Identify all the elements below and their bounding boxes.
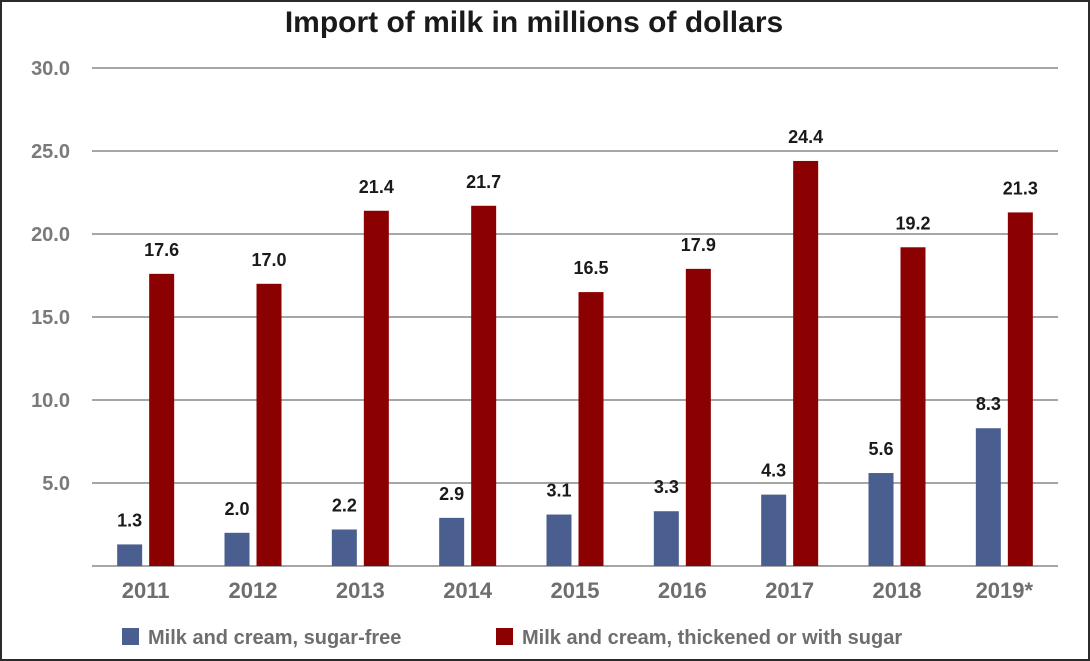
data-label-with-sugar-2014: 21.7 bbox=[466, 172, 501, 192]
y-tick-label: 5.0 bbox=[42, 473, 70, 495]
y-tick-label: 15.0 bbox=[31, 307, 70, 329]
bar-with-sugar-2013 bbox=[363, 210, 389, 566]
bar-sugar-free-2015 bbox=[546, 514, 572, 566]
x-tick-label: 2011 bbox=[122, 578, 170, 603]
data-label-with-sugar-2016: 17.9 bbox=[681, 235, 716, 255]
bar-with-sugar-2017 bbox=[793, 160, 819, 566]
data-label-sugar-free-2015: 3.1 bbox=[546, 481, 571, 501]
y-tick-label: 10.0 bbox=[31, 390, 70, 412]
data-labels: 1.3 17.6 2.0 17.0 2.2 21.4 2.9 21.7 3.1 16.5 3.3 17… bbox=[117, 127, 1038, 530]
data-label-with-sugar-2018: 19.2 bbox=[895, 213, 930, 233]
legend-swatch-with-sugar bbox=[496, 628, 513, 645]
data-label-with-sugar-2019: 21.3 bbox=[1003, 178, 1038, 198]
bar-sugar-free-2011 bbox=[117, 544, 143, 566]
y-axis-ticks: 30.0 25.0 20.0 15.0 10.0 5.0 bbox=[31, 58, 70, 495]
bar-sugar-free-2014 bbox=[439, 517, 465, 566]
bar-sugar-free-2017 bbox=[761, 494, 787, 566]
y-tick-label: 25.0 bbox=[31, 141, 70, 163]
chart-title: Import of milk in millions of dollars bbox=[285, 6, 783, 39]
bar-sugar-free-2012 bbox=[224, 532, 250, 566]
bar-sugar-free-2016 bbox=[653, 511, 679, 566]
legend: Milk and cream, sugar-free Milk and crea… bbox=[122, 627, 902, 649]
y-tick-label: 20.0 bbox=[31, 224, 70, 246]
data-label-sugar-free-2011: 1.3 bbox=[117, 510, 142, 530]
data-label-with-sugar-2015: 16.5 bbox=[573, 258, 608, 278]
data-label-sugar-free-2019: 8.3 bbox=[976, 394, 1001, 414]
x-tick-label: 2017 bbox=[765, 578, 814, 603]
bar-with-sugar-2018 bbox=[900, 247, 926, 566]
data-label-sugar-free-2016: 3.3 bbox=[654, 477, 679, 497]
x-tick-label: 2013 bbox=[336, 578, 385, 603]
legend-label-sugar-free: Milk and cream, sugar-free bbox=[148, 627, 401, 649]
data-label-with-sugar-2013: 21.4 bbox=[359, 177, 394, 197]
data-label-sugar-free-2014: 2.9 bbox=[439, 484, 464, 504]
data-label-sugar-free-2018: 5.6 bbox=[868, 439, 893, 459]
gridlines bbox=[92, 67, 1058, 567]
data-label-with-sugar-2012: 17.0 bbox=[251, 250, 286, 270]
legend-label-with-sugar: Milk and cream, thickened or with sugar bbox=[522, 627, 902, 649]
x-tick-label: 2016 bbox=[658, 578, 707, 603]
x-axis-ticks: 2011 2012 2013 2014 2015 2016 2017 2018 2019* bbox=[122, 578, 1034, 603]
data-label-with-sugar-2011: 17.6 bbox=[144, 240, 179, 260]
bar-with-sugar-2015 bbox=[578, 292, 604, 566]
x-tick-label: 2015 bbox=[551, 578, 600, 603]
bar-with-sugar-2019 bbox=[1007, 212, 1033, 567]
x-tick-label: 2019* bbox=[976, 578, 1034, 603]
bar-sugar-free-2019 bbox=[975, 428, 1001, 566]
bar-with-sugar-2011 bbox=[149, 273, 175, 566]
bar-sugar-free-2018 bbox=[868, 473, 894, 566]
x-tick-label: 2012 bbox=[229, 578, 278, 603]
y-tick-label: 30.0 bbox=[31, 58, 70, 80]
data-label-with-sugar-2017: 24.4 bbox=[788, 127, 823, 147]
bar-with-sugar-2012 bbox=[256, 283, 282, 566]
x-tick-label: 2018 bbox=[873, 578, 922, 603]
x-tick-label: 2014 bbox=[443, 578, 493, 603]
bars bbox=[117, 160, 1033, 567]
legend-swatch-sugar-free bbox=[122, 628, 139, 645]
bar-with-sugar-2014 bbox=[471, 205, 497, 566]
bar-with-sugar-2016 bbox=[685, 268, 711, 566]
data-label-sugar-free-2017: 4.3 bbox=[761, 461, 786, 481]
data-label-sugar-free-2012: 2.0 bbox=[224, 499, 249, 519]
bar-sugar-free-2013 bbox=[331, 529, 357, 566]
data-label-sugar-free-2013: 2.2 bbox=[332, 495, 357, 515]
